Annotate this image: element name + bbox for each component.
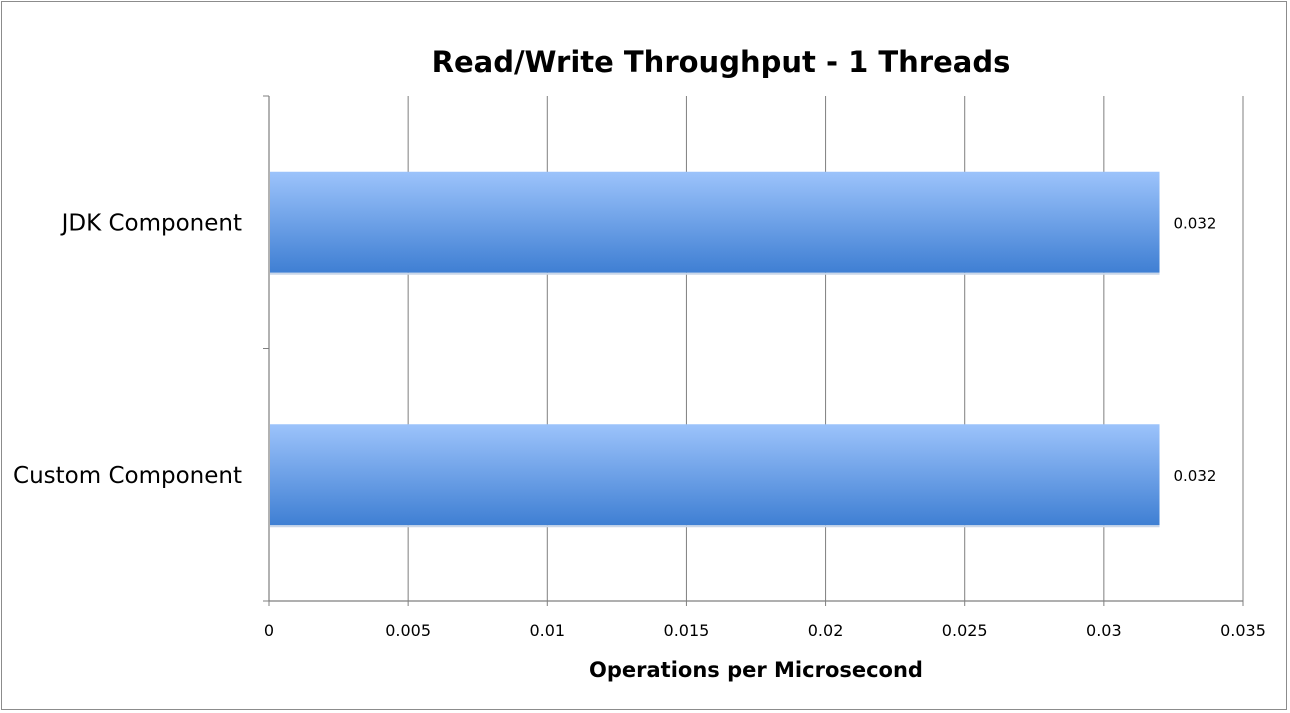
x-tick-label: 0.025 <box>942 621 988 640</box>
axes <box>263 95 1244 606</box>
x-tick-label: 0.005 <box>385 621 431 640</box>
x-axis-title: Operations per Microsecond <box>589 658 923 682</box>
category-label: Custom Component <box>13 463 242 489</box>
labels: 0 0.005 0.01 0.015 0.02 0.025 0.03 0.035 JDK Com… <box>13 210 1266 640</box>
x-tick-label: 0.035 <box>1220 621 1266 640</box>
x-tick-label: 0.03 <box>1086 621 1122 640</box>
x-tick-label: 0.02 <box>808 621 844 640</box>
chart-title: Read/Write Throughput - 1 Threads <box>432 45 1011 79</box>
x-tick-label: 0.01 <box>529 621 565 640</box>
bar <box>270 424 1160 526</box>
bar <box>270 171 1160 273</box>
x-tick-label: 0 <box>264 621 274 640</box>
data-label: 0.032 <box>1174 214 1217 232</box>
bars <box>270 171 1160 528</box>
category-label: JDK Component <box>60 210 242 236</box>
x-tick-label: 0.015 <box>664 621 710 640</box>
data-label: 0.032 <box>1174 467 1217 485</box>
